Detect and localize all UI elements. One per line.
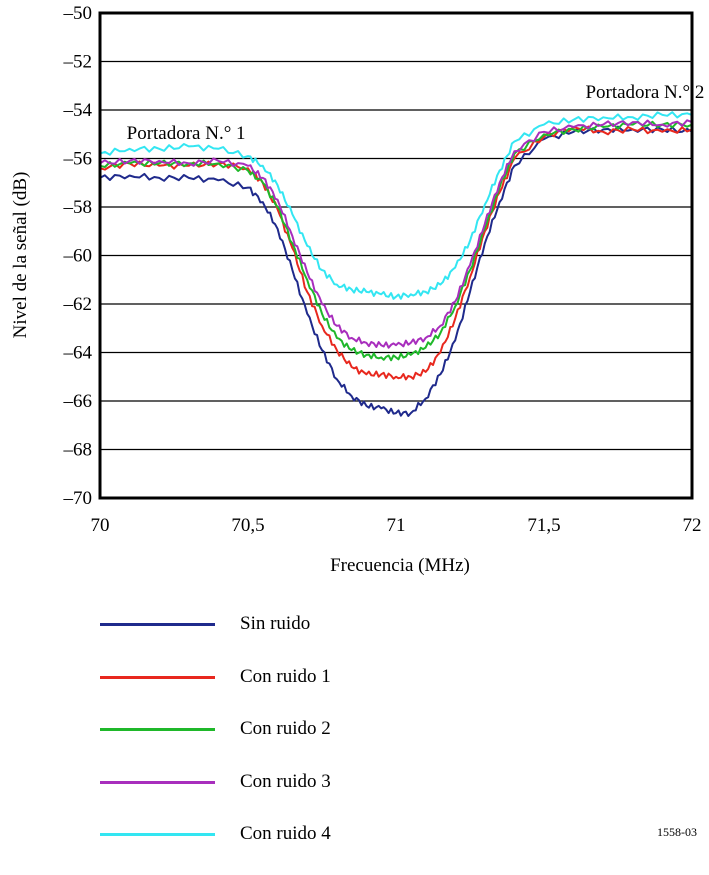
x-tick-labels: 70 70,5 71 71,5 72 (91, 515, 702, 536)
x-axis-label: Frecuencia (MHz) (330, 555, 470, 576)
legend-swatch-con-ruido-4 (100, 833, 215, 836)
y-axis-label: Nivel de la señal (dB) (10, 172, 31, 339)
y-tick-label: –58 (63, 197, 93, 218)
y-tick-label: –70 (63, 488, 93, 509)
y-tick-label: –66 (63, 391, 93, 412)
y-tick-label: –62 (63, 294, 93, 315)
x-tick-label: 71 (387, 515, 406, 536)
y-tick-label: –68 (63, 440, 93, 461)
annotation-label: Portadora N.° 2 (585, 82, 704, 103)
y-tick-label: –60 (63, 246, 93, 267)
annotations: Portadora N.° 1 Portadora N.° 2 (127, 82, 705, 144)
plot-frame (98, 11, 694, 500)
legend-label: Con ruido 4 (240, 823, 331, 844)
legend-label: Con ruido 2 (240, 718, 331, 739)
legend-swatch-sin-ruido (100, 623, 215, 626)
legend-swatch-con-ruido-3 (100, 780, 215, 784)
annotation-label: Portadora N.° 1 (127, 123, 246, 144)
legend-swatch-con-ruido-2 (100, 728, 215, 731)
series-line-con-ruido-3 (99, 119, 693, 349)
x-tick-label: 71,5 (527, 515, 560, 536)
legend-label: Con ruido 1 (240, 665, 331, 687)
y-tick-label: –64 (63, 343, 93, 364)
x-tick-label: 72 (683, 515, 702, 536)
series-lines (99, 111, 693, 417)
series-line-con-ruido-4 (99, 111, 693, 300)
legend-swatch-con-ruido-1 (100, 675, 215, 679)
y-tick-label: –54 (63, 100, 93, 121)
chart: –50 –52 –54 –56 –58 –60 –62 –64 –66 –68 –70 70 70,5… (10, 3, 705, 576)
x-tick-label: 70 (91, 515, 110, 536)
legend-label: Con ruido 3 (240, 770, 331, 792)
y-tick-labels: –50 –52 –54 –56 –58 –60 –62 –64 –66 –68 –70 (63, 3, 93, 509)
legend-label: Sin ruido (240, 613, 311, 634)
series-line-con-ruido-2 (99, 120, 693, 362)
y-tick-label: –56 (63, 149, 93, 170)
y-tick-label: –50 (63, 3, 93, 24)
figure-id: 1558-03 (657, 825, 697, 839)
y-tick-label: –52 (63, 52, 93, 73)
series-line-sin-ruido (99, 125, 693, 417)
x-tick-label: 70,5 (231, 515, 264, 536)
